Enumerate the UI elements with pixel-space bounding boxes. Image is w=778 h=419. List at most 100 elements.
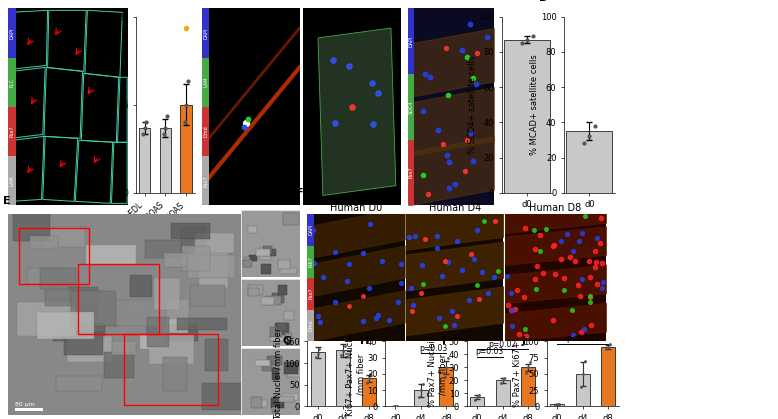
- Point: [312, 313, 324, 320]
- Point: [307, 227, 320, 234]
- Point: [579, 213, 591, 220]
- Point: [518, 294, 531, 301]
- Bar: [148, 299, 189, 329]
- Point: [442, 354, 454, 361]
- Point: [595, 215, 608, 222]
- Point: [519, 325, 531, 332]
- Point: [328, 248, 341, 255]
- Point: [313, 346, 325, 353]
- Point: [589, 122, 601, 129]
- Point: [394, 279, 407, 286]
- Bar: [202, 383, 243, 410]
- Point: [552, 401, 565, 407]
- Point: [506, 322, 518, 329]
- Bar: [163, 357, 187, 391]
- Point: [459, 167, 471, 174]
- Point: [431, 233, 443, 240]
- Y-axis label: % Pax7+ Ki67+: % Pax7+ Ki67+: [513, 341, 522, 407]
- Bar: [408, 74, 415, 140]
- Point: [361, 379, 373, 386]
- Bar: [8, 57, 16, 107]
- Point: [504, 290, 517, 297]
- Point: [509, 306, 521, 313]
- Point: [584, 299, 596, 305]
- Bar: [504, 40, 550, 193]
- Point: [446, 308, 458, 315]
- Point: [364, 371, 377, 377]
- Y-axis label: % SCD4+ satellite cells: % SCD4+ satellite cells: [468, 56, 477, 154]
- Point: [575, 384, 587, 391]
- Bar: [272, 407, 278, 413]
- Bar: [124, 301, 155, 313]
- Point: [531, 262, 543, 269]
- Point: [317, 273, 329, 280]
- Bar: [202, 107, 209, 156]
- Point: [449, 181, 461, 188]
- Point: [572, 282, 584, 288]
- Point: [529, 275, 541, 282]
- Point: [472, 296, 485, 303]
- Text: 80 µm: 80 µm: [15, 402, 35, 407]
- Point: [585, 321, 598, 328]
- Point: [492, 268, 504, 274]
- Point: [558, 275, 570, 282]
- Bar: [182, 246, 210, 271]
- Point: [594, 240, 607, 246]
- Polygon shape: [318, 28, 396, 195]
- Bar: [40, 267, 76, 289]
- Text: LAM: LAM: [9, 176, 15, 186]
- Text: F: F: [296, 189, 303, 198]
- Bar: [576, 374, 590, 406]
- Point: [329, 298, 342, 305]
- Text: Pax7: Pax7: [203, 175, 209, 186]
- Point: [440, 152, 453, 158]
- Point: [372, 90, 384, 97]
- Point: [443, 184, 455, 191]
- Bar: [26, 268, 64, 284]
- Point: [337, 348, 349, 354]
- Point: [363, 375, 375, 382]
- Point: [471, 49, 483, 56]
- Point: [578, 325, 591, 332]
- Bar: [408, 8, 415, 74]
- Bar: [307, 246, 314, 277]
- Bar: [187, 255, 235, 277]
- Point: [433, 314, 446, 321]
- Point: [391, 402, 403, 409]
- Y-axis label: Pax7 per mm²: Pax7 per mm²: [108, 75, 117, 134]
- Bar: [440, 367, 454, 406]
- Bar: [45, 290, 99, 306]
- Point: [573, 293, 586, 300]
- Bar: [12, 210, 51, 241]
- Point: [465, 251, 478, 257]
- Point: [440, 364, 453, 371]
- Text: Pax7: Pax7: [409, 167, 414, 178]
- Point: [561, 230, 573, 237]
- Point: [314, 319, 327, 326]
- Point: [415, 290, 428, 297]
- Title: Human D4: Human D4: [429, 203, 481, 213]
- Bar: [202, 57, 209, 107]
- Bar: [8, 156, 16, 205]
- Point: [584, 294, 596, 300]
- Bar: [414, 390, 428, 406]
- Point: [405, 308, 418, 314]
- Bar: [310, 352, 324, 406]
- Bar: [496, 380, 510, 406]
- Point: [506, 307, 518, 313]
- Text: I: I: [442, 336, 446, 346]
- Point: [602, 343, 615, 350]
- Point: [515, 40, 527, 47]
- Point: [357, 250, 370, 256]
- Point: [566, 332, 579, 339]
- Bar: [307, 214, 314, 246]
- Point: [590, 258, 602, 265]
- Bar: [153, 278, 180, 310]
- Point: [501, 272, 513, 279]
- Bar: [261, 264, 271, 274]
- Bar: [521, 367, 535, 406]
- Bar: [278, 260, 289, 269]
- Point: [366, 121, 379, 127]
- Bar: [284, 310, 293, 320]
- Point: [521, 36, 534, 43]
